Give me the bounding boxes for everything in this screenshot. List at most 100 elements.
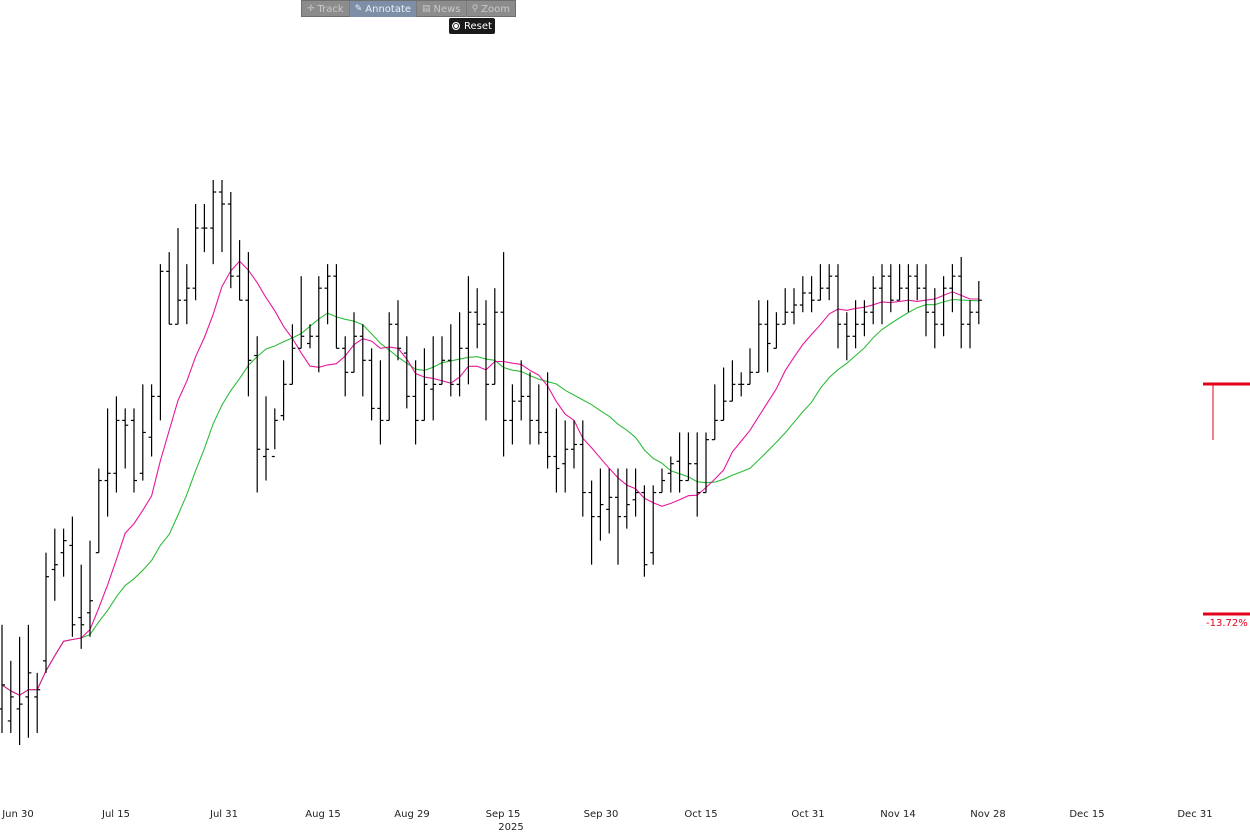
moving-average-short	[1, 260, 979, 696]
ohlc-bar	[659, 468, 665, 494]
moving-average-long	[1, 298, 979, 696]
ohlc-bar	[606, 468, 613, 534]
annotation-label: -13.72% (	[1206, 618, 1250, 629]
ohlc-bar	[227, 192, 234, 289]
ohlc-bar	[131, 408, 137, 493]
annotate-icon: ✎	[354, 4, 363, 14]
ohlc-bar	[588, 480, 595, 565]
ohlc-bar	[87, 540, 93, 637]
ohlc-bar	[219, 180, 225, 253]
ohlc-bar	[729, 360, 736, 402]
ohlc-bar	[351, 312, 357, 373]
toolbar-zoom-button[interactable]: ⚲ Zoom	[467, 1, 515, 17]
zoom-icon: ⚲	[471, 4, 479, 14]
ohlc-bar	[395, 300, 401, 361]
ohlc-bar	[544, 372, 551, 469]
ohlc-bar	[641, 485, 648, 577]
ohlc-bar	[491, 288, 498, 385]
ohlc-bar	[764, 300, 771, 373]
ohlc-bar	[16, 636, 23, 745]
ohlc-bar	[975, 280, 982, 325]
x-tick-label: Sep 15	[486, 809, 521, 820]
ohlc-bar	[527, 372, 533, 445]
ohlc-bar	[667, 456, 674, 493]
ohlc-bar	[931, 288, 938, 349]
ohlc-bar	[685, 432, 692, 482]
x-tick-label: Jun 30	[1, 809, 34, 820]
ohlc-bar	[210, 180, 217, 265]
ohlc-bar	[324, 264, 331, 325]
ohlc-bar	[579, 420, 586, 517]
ohlc-bar	[597, 468, 604, 541]
ohlc-bar	[465, 276, 472, 385]
ohlc-bar	[914, 264, 921, 301]
news-icon: ▤	[422, 4, 431, 14]
ohlc-bar	[333, 264, 340, 349]
ohlc-bar	[403, 336, 410, 409]
ohlc-bar	[623, 468, 630, 529]
x-tick-label: Aug 15	[305, 809, 340, 820]
ohlc-bar	[25, 624, 32, 738]
ohlc-bar	[78, 564, 85, 649]
toolbar-label: Zoom	[481, 3, 510, 15]
ohlc-bar	[571, 420, 577, 469]
ohlc-bar	[967, 300, 973, 349]
x-tick-label: Aug 29	[394, 809, 429, 820]
ohlc-bar	[905, 264, 912, 313]
ohlc-bar	[245, 252, 252, 397]
toolbar-label: Track	[317, 3, 344, 15]
x-tick-label: Sep 30	[584, 809, 619, 820]
ohlc-bar	[359, 324, 366, 397]
toolbar-news-button[interactable]: ▤ News	[417, 1, 467, 17]
ohlc-bar	[368, 348, 375, 421]
reset-icon	[452, 22, 461, 30]
x-tick-label: Dec 31	[1177, 809, 1212, 820]
ohlc-bar	[817, 264, 824, 301]
reset-button[interactable]: Reset	[449, 18, 495, 34]
ohlc-bar	[615, 468, 621, 565]
ohlc-bar	[69, 516, 76, 637]
ohlc-bar	[694, 432, 701, 517]
ohlc-bar	[826, 264, 833, 301]
ohlc-bar	[887, 264, 894, 313]
ohlc-bar	[113, 396, 120, 493]
ohlc-bar	[808, 276, 815, 313]
ohlc-bar	[95, 468, 102, 554]
ohlc-bar	[43, 552, 49, 673]
ohlc-bar	[386, 312, 393, 422]
x-tick-label: Nov 14	[880, 809, 915, 820]
ohlc-bar	[60, 528, 67, 577]
ohlc-bar	[747, 348, 753, 385]
ohlc-bar	[755, 300, 762, 373]
ohlc-bar	[518, 360, 525, 421]
ohlc-bar	[870, 276, 877, 325]
x-tick-label: Jul 15	[101, 809, 130, 820]
ohlc-bar	[192, 204, 199, 301]
toolbar-label: News	[433, 3, 461, 15]
ohlc-bar	[342, 336, 349, 397]
x-tick-label: Jul 31	[209, 809, 238, 820]
ohlc-bar	[474, 288, 481, 349]
ohlc-bar	[236, 240, 243, 301]
ohlc-bar	[34, 672, 41, 733]
year-label: 2025	[498, 822, 523, 833]
ohlc-bar	[7, 660, 14, 733]
ohlc-bar	[861, 300, 868, 337]
toolbar-annotate-button[interactable]: ✎ Annotate	[349, 1, 418, 17]
ohlc-bar	[447, 324, 454, 397]
x-tick-label: Dec 15	[1069, 809, 1104, 820]
ohlc-bar	[280, 360, 287, 421]
ohlc-bar	[738, 372, 745, 397]
ohlc-bar	[958, 256, 965, 349]
ohlc-bar	[148, 384, 155, 457]
ohlc-bar	[104, 408, 111, 517]
toolbar-track-button[interactable]: ✛ Track	[302, 1, 350, 17]
ohlc-bar	[500, 252, 507, 457]
ohlc-bar	[421, 348, 428, 422]
x-tick-label: Nov 28	[970, 809, 1005, 820]
ohlc-bar	[650, 485, 657, 565]
ohlc-bar	[535, 384, 542, 445]
ohlc-bar	[315, 276, 322, 373]
ohlc-bar	[307, 324, 313, 349]
